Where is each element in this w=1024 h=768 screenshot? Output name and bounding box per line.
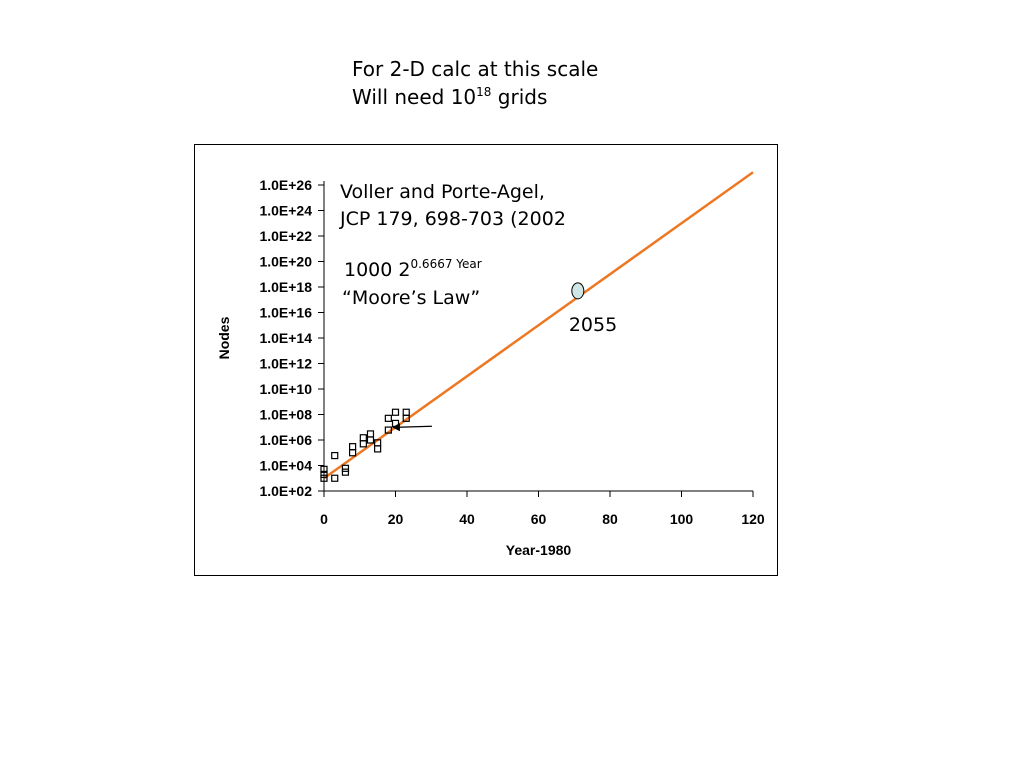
y-tick-label: 1.0E+06 bbox=[259, 432, 312, 448]
data-point bbox=[349, 443, 357, 451]
heading-line-2: Will need 1018 grids bbox=[352, 83, 598, 111]
moores-law-label: “Moore’s Law” bbox=[342, 287, 480, 309]
data-point bbox=[384, 414, 392, 422]
data-point bbox=[341, 464, 350, 472]
y-tick-label: 1.0E+16 bbox=[259, 305, 312, 321]
x-tick-label: 0 bbox=[320, 511, 328, 527]
y-tick-label: 1.0E+02 bbox=[259, 483, 312, 499]
y-tick-label: 1.0E+22 bbox=[259, 228, 312, 244]
x-tick-label: 60 bbox=[531, 511, 547, 527]
heading-line-2-suffix: grids bbox=[491, 85, 548, 109]
y-axis-title: Nodes bbox=[216, 316, 232, 359]
trend-formula-exponent: 0.6667 Year bbox=[410, 257, 481, 271]
data-point bbox=[384, 426, 392, 434]
x-tick-label: 40 bbox=[459, 511, 475, 527]
x-tick-label: 80 bbox=[602, 511, 618, 527]
y-tick-label: 1.0E+12 bbox=[259, 356, 312, 372]
y-tick-label: 1.0E+04 bbox=[259, 458, 312, 474]
data-point bbox=[391, 408, 400, 416]
data-point bbox=[320, 474, 328, 482]
y-tick-label: 1.0E+26 bbox=[259, 177, 312, 193]
y-tick-label: 1.0E+20 bbox=[259, 254, 312, 270]
data-point bbox=[341, 468, 350, 476]
trend-formula: 1000 20.6667 Year bbox=[344, 257, 482, 281]
slide-heading: For 2-D calc at this scale Will need 101… bbox=[352, 55, 598, 111]
arrow-head bbox=[391, 423, 400, 432]
x-tick-label: 20 bbox=[388, 511, 404, 527]
data-point bbox=[320, 470, 328, 479]
x-tick-label: 120 bbox=[741, 511, 765, 527]
data-point bbox=[374, 445, 382, 453]
data-point bbox=[402, 408, 410, 416]
y-tick-label: 1.0E+10 bbox=[259, 381, 312, 397]
y-tick-label: 1.0E+08 bbox=[259, 407, 312, 423]
x-axis-title: Year-1980 bbox=[506, 542, 572, 558]
data-point bbox=[320, 465, 328, 473]
chart-frame: 1.0E+02 1.0E+04 1.0E+06 1.0E+08 1.0E+10 1.0E+… bbox=[194, 144, 778, 576]
y-tick-label: 1.0E+18 bbox=[259, 279, 312, 295]
data-point bbox=[331, 474, 339, 482]
heading-line-1: For 2-D calc at this scale bbox=[352, 57, 599, 81]
arrow-shaft bbox=[397, 425, 432, 428]
data-point bbox=[359, 440, 367, 448]
data-point bbox=[366, 430, 375, 438]
citation-line-1: Voller and Porte-Agel, bbox=[340, 181, 545, 203]
data-point bbox=[359, 434, 367, 442]
trend-formula-base: 1000 2 bbox=[344, 259, 410, 281]
x-tick-label: 100 bbox=[670, 511, 694, 527]
y-tick-label: 1.0E+24 bbox=[259, 203, 312, 219]
data-point bbox=[374, 439, 382, 447]
data-point bbox=[331, 451, 339, 460]
y-tick-label: 1.0E+14 bbox=[259, 330, 312, 346]
year-2055-marker bbox=[571, 282, 585, 300]
citation-line-2: JCP 179, 698-703 (2002 bbox=[339, 208, 566, 230]
year-2055-label: 2055 bbox=[569, 314, 617, 336]
heading-exponent: 18 bbox=[476, 85, 492, 99]
heading-line-2-prefix: Will need 10 bbox=[352, 85, 477, 109]
nodes-vs-year-chart: 1.0E+02 1.0E+04 1.0E+06 1.0E+08 1.0E+10 1.0E+… bbox=[216, 171, 765, 558]
